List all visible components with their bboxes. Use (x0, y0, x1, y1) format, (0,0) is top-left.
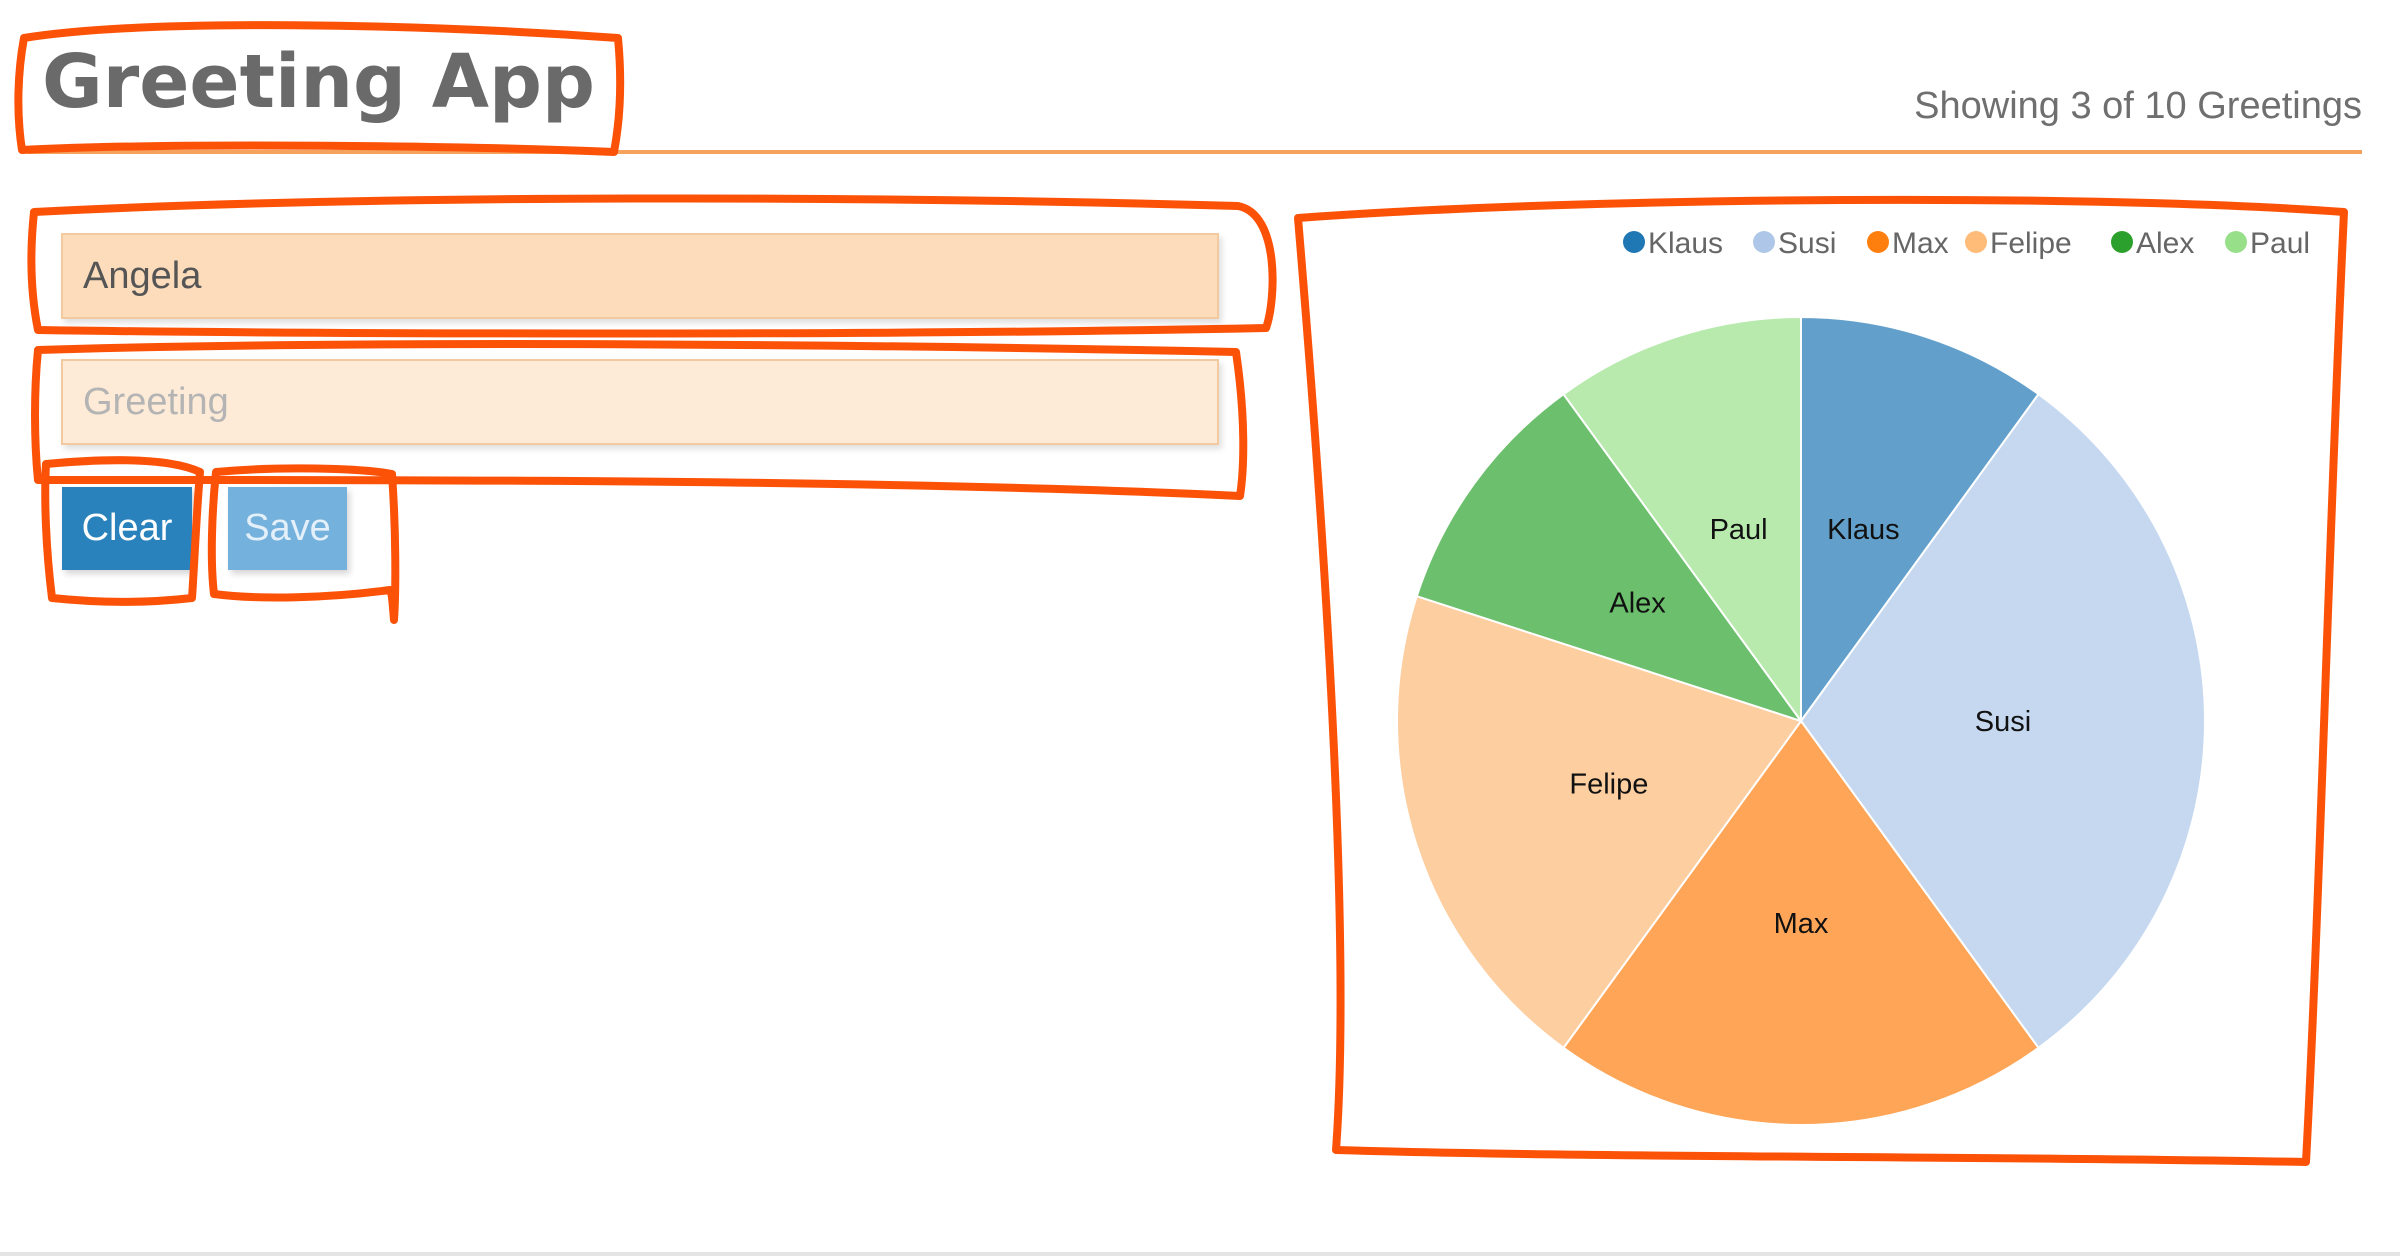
header-divider (28, 150, 2362, 154)
pie-label-klaus: Klaus (1827, 514, 1900, 546)
clear-button[interactable]: Clear (62, 487, 192, 570)
page-title: Greeting App (42, 39, 595, 125)
bottom-divider (0, 1252, 2400, 1256)
legend-label: Alex (2136, 227, 2194, 260)
greeting-input[interactable] (61, 359, 1219, 445)
legend-item-felipe[interactable]: Felipe (1965, 227, 2072, 260)
chart-legend: Klaus Susi Max Felipe Alex Paul (1623, 227, 2310, 260)
legend-label: Max (1892, 227, 1949, 260)
legend-swatch (1965, 231, 1987, 253)
legend-label: Susi (1778, 227, 1836, 260)
pie-slices (1396, 315, 2207, 1126)
name-input[interactable] (61, 233, 1219, 319)
pie-label-paul: Paul (1710, 514, 1768, 546)
legend-label: Paul (2250, 227, 2310, 260)
pie-label-alex: Alex (1609, 587, 1666, 619)
legend-item-paul[interactable]: Paul (2225, 227, 2310, 260)
legend-item-susi[interactable]: Susi (1753, 227, 1836, 260)
greetings-pie-chart: Klaus Susi Max Felipe Alex Paul Klaus Susi Max F… (1396, 227, 2310, 1126)
legend-item-max[interactable]: Max (1867, 227, 1949, 260)
save-button[interactable]: Save (228, 487, 347, 570)
legend-item-alex[interactable]: Alex (2111, 227, 2194, 260)
legend-swatch (2111, 231, 2133, 253)
legend-swatch (2225, 231, 2247, 253)
legend-swatch (1867, 231, 1889, 253)
greeting-count: Showing 3 of 10 Greetings (1914, 85, 2362, 127)
legend-label: Klaus (1648, 227, 1723, 260)
legend-label: Felipe (1990, 227, 2072, 260)
pie-label-susi: Susi (1975, 706, 2031, 738)
legend-swatch (1623, 231, 1645, 253)
pie-label-max: Max (1774, 908, 1829, 940)
legend-swatch (1753, 231, 1775, 253)
pie-label-felipe: Felipe (1569, 768, 1648, 800)
legend-item-klaus[interactable]: Klaus (1623, 227, 1723, 260)
